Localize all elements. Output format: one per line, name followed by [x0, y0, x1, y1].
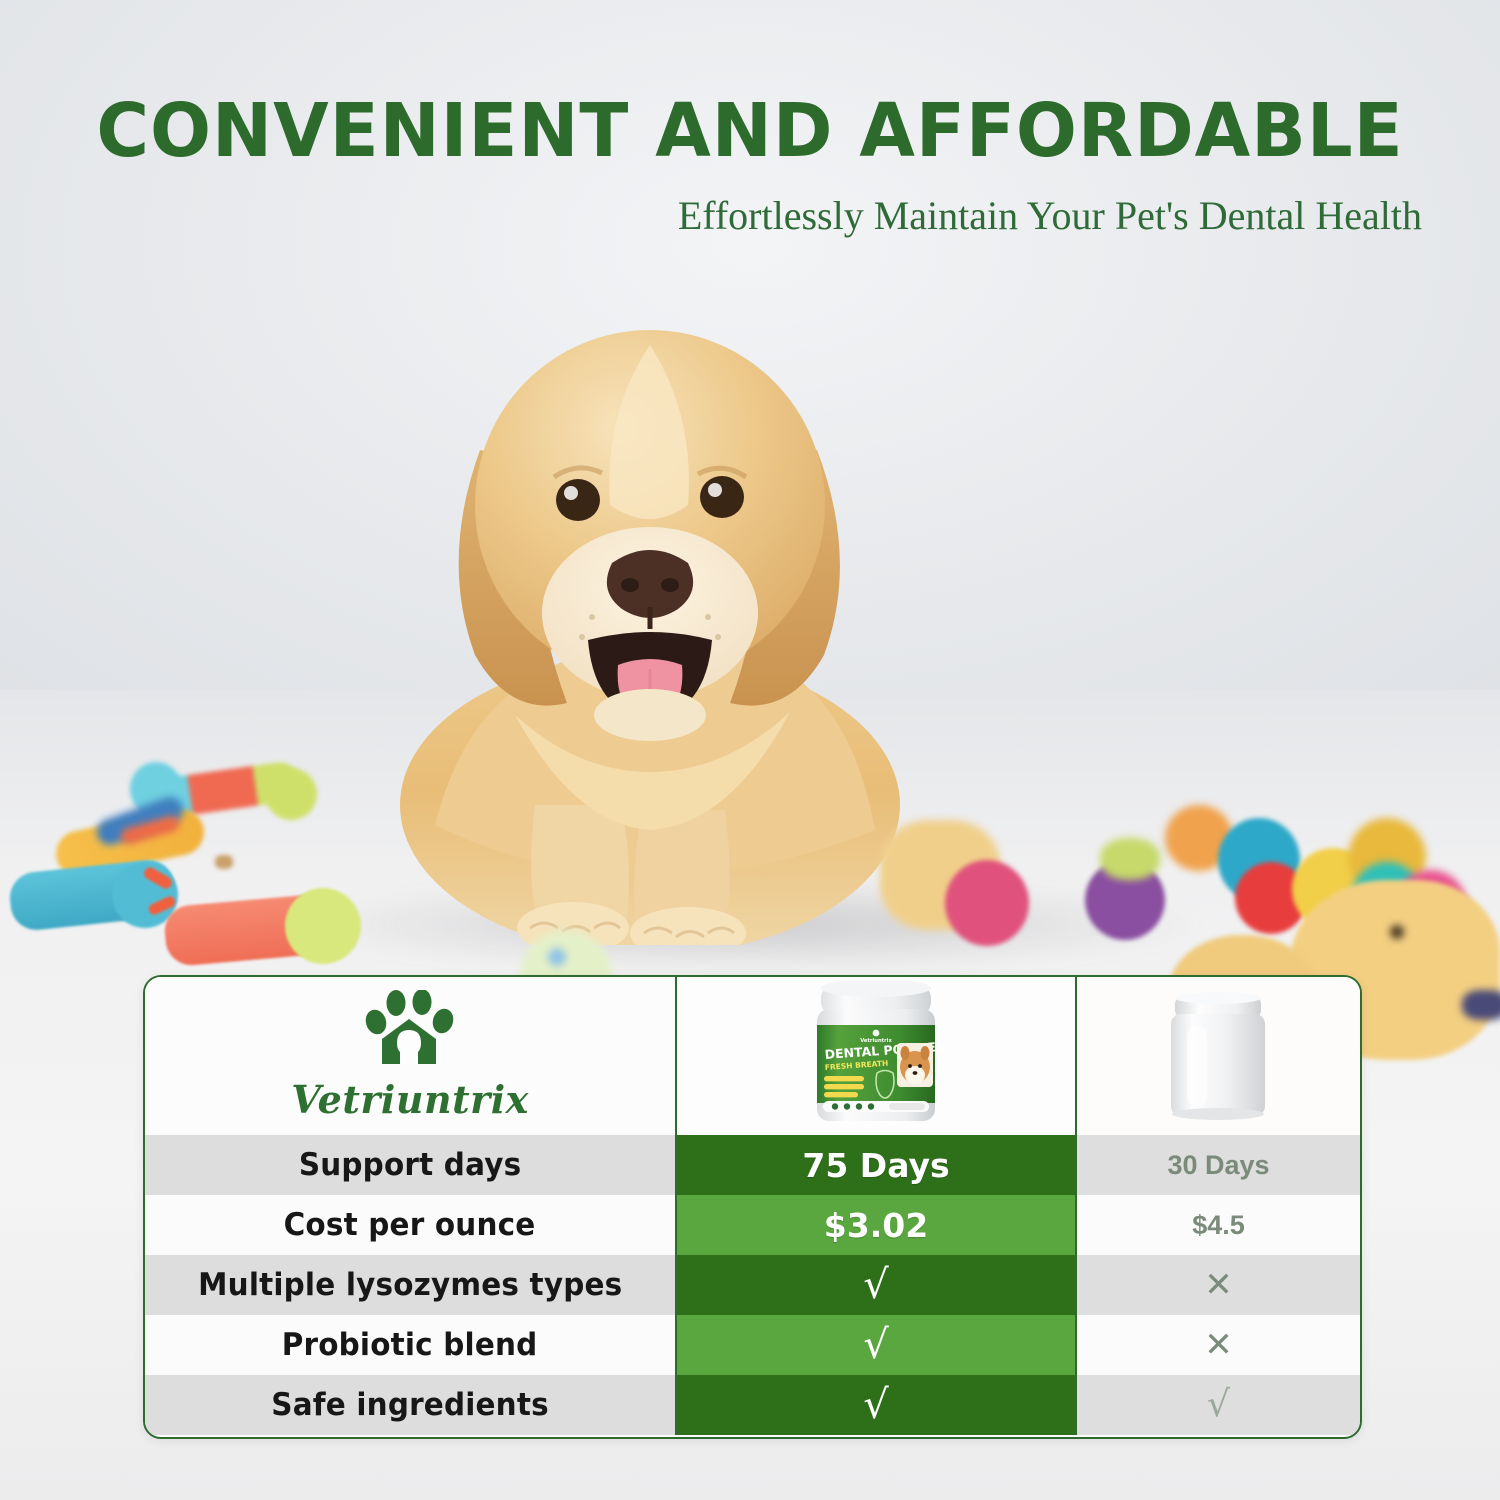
check-icon-grey: √ [1207, 1384, 1230, 1425]
row-label: Support days [298, 1147, 522, 1183]
our-value-cell: 75 Days [675, 1135, 1077, 1195]
row-label-cell: Safe ingredients [145, 1375, 675, 1435]
svg-text:Vetriuntrix: Vetriuntrix [860, 1038, 892, 1044]
brand-name: Vetriuntrix [291, 1077, 529, 1122]
cross-icon: ✕ [1204, 1265, 1233, 1305]
check-icon: √ [863, 1322, 889, 1368]
row-label: Probiotic blend [282, 1327, 538, 1363]
table-row: Safe ingredients √ √ [145, 1375, 1360, 1435]
row-label-cell: Multiple lysozymes types [145, 1255, 675, 1315]
svg-text:FRESH BREATH: FRESH BREATH [824, 1059, 888, 1072]
brand-logo: Vetriuntrix [291, 989, 529, 1122]
comparison-table: Vetriuntrix [143, 975, 1362, 1439]
row-label: Safe ingredients [271, 1387, 549, 1423]
paw-print-house-icon [362, 989, 458, 1073]
table-row: Support days 75 Days 30 Days [145, 1135, 1360, 1195]
competitor-value: $4.5 [1192, 1209, 1245, 1240]
our-value-cell: √ [675, 1255, 1077, 1315]
competitor-value-cell: ✕ [1077, 1255, 1360, 1315]
our-value-cell: √ [675, 1315, 1077, 1375]
table-row: Cost per ounce $3.02 $4.5 [145, 1195, 1360, 1255]
product-jar-dental-powder: Vetriuntrix DENTAL POWDER FRESH BREATH [789, 979, 964, 1131]
page-subtitle: Effortlessly Maintain Your Pet's Dental … [677, 193, 1422, 238]
check-icon: √ [863, 1262, 889, 1308]
table-header-row: Vetriuntrix [145, 977, 1360, 1135]
row-label: Cost per ounce [284, 1207, 536, 1243]
competitor-product-cell [1077, 977, 1360, 1135]
generic-white-jar [1161, 990, 1276, 1122]
competitor-value-cell: 30 Days [1077, 1135, 1360, 1195]
our-value: 75 Days [802, 1145, 950, 1185]
competitor-value: 30 Days [1167, 1149, 1270, 1180]
row-label-cell: Cost per ounce [145, 1195, 675, 1255]
check-icon: √ [863, 1382, 889, 1428]
table-row: Probiotic blend √ ✕ [145, 1315, 1360, 1375]
row-label-cell: Probiotic blend [145, 1315, 675, 1375]
competitor-value-cell: ✕ [1077, 1315, 1360, 1375]
cross-icon: ✕ [1204, 1325, 1233, 1365]
our-value-cell: $3.02 [675, 1195, 1077, 1255]
our-product-cell: Vetriuntrix DENTAL POWDER FRESH BREATH [675, 977, 1077, 1135]
row-label-cell: Support days [145, 1135, 675, 1195]
row-label: Multiple lysozymes types [197, 1267, 623, 1303]
golden-retriever-image [330, 245, 970, 945]
page-title: CONVENIENT AND AFFORDABLE [96, 88, 1404, 174]
competitor-value-cell: √ [1077, 1375, 1360, 1435]
competitor-value-cell: $4.5 [1077, 1195, 1360, 1255]
brand-logo-cell: Vetriuntrix [145, 977, 675, 1135]
table-row: Multiple lysozymes types √ ✕ [145, 1255, 1360, 1315]
our-value: $3.02 [823, 1205, 929, 1245]
our-value-cell: √ [675, 1375, 1077, 1435]
